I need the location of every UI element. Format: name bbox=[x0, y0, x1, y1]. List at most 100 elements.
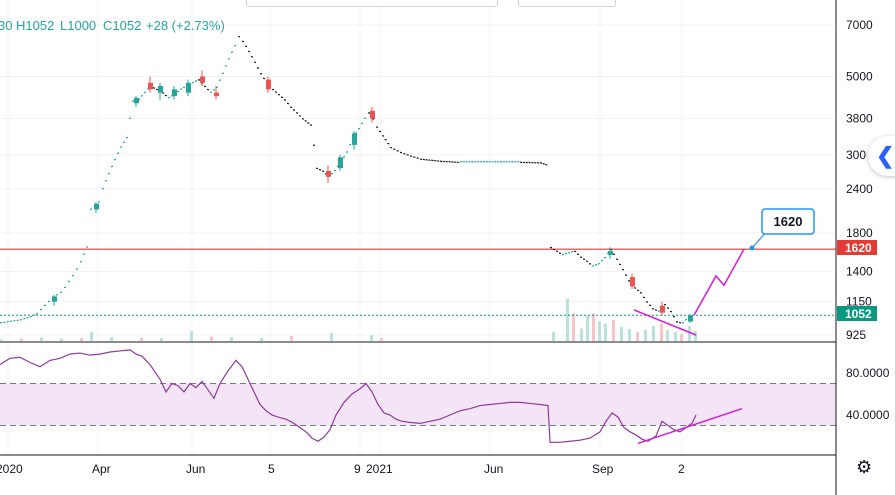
volume-bar bbox=[140, 337, 143, 341]
price-tick bbox=[585, 260, 589, 263]
collapse-panel-button[interactable]: ❮ bbox=[868, 136, 895, 176]
candle-body bbox=[158, 86, 163, 93]
time-tick-label: 2021 bbox=[366, 462, 393, 476]
price-tick bbox=[442, 160, 446, 163]
price-tick bbox=[425, 158, 428, 161]
price-tick bbox=[357, 127, 361, 130]
price-tick bbox=[409, 155, 413, 157]
price-tick bbox=[494, 160, 497, 163]
volume-bar bbox=[680, 334, 683, 341]
price-tick bbox=[191, 81, 195, 84]
price-tick bbox=[227, 58, 231, 60]
price-tick bbox=[82, 253, 86, 256]
price-tick bbox=[416, 157, 419, 160]
price-tick bbox=[321, 170, 325, 173]
time-tick-label: Sep bbox=[592, 462, 614, 476]
price-tick bbox=[75, 268, 79, 270]
price-tick bbox=[422, 158, 426, 161]
price-tick bbox=[262, 77, 266, 80]
price-tick bbox=[6, 320, 9, 323]
close-price-label: 1052 bbox=[845, 307, 872, 321]
ohlc-change: +28 (+2.73%) bbox=[146, 18, 225, 33]
price-tick-label: 5000 bbox=[846, 70, 873, 84]
price-tick bbox=[318, 168, 322, 171]
price-tick bbox=[67, 280, 71, 283]
price-tick bbox=[182, 86, 186, 89]
price-tick bbox=[476, 160, 480, 163]
price-tick bbox=[645, 301, 649, 303]
candle-body bbox=[214, 92, 219, 97]
candle-body bbox=[266, 79, 271, 90]
price-tick bbox=[250, 55, 254, 58]
price-tick bbox=[669, 310, 673, 313]
price-tick bbox=[684, 318, 688, 321]
price-tick bbox=[345, 151, 349, 153]
price-tick bbox=[348, 143, 352, 146]
price-tick bbox=[564, 252, 568, 255]
price-tick bbox=[71, 274, 75, 277]
gear-icon[interactable]: ⚙ bbox=[856, 457, 873, 477]
price-series bbox=[0, 35, 694, 324]
rsi-tick-label: 80.0000 bbox=[846, 366, 890, 380]
time-axis-ticks: 2020 Apr Jun 5 9 2021 Jun Sep 2 bbox=[0, 462, 685, 476]
price-tick bbox=[3, 321, 6, 324]
price-tick bbox=[155, 88, 159, 91]
price-tick bbox=[387, 142, 390, 145]
time-tick-label: 2020 bbox=[0, 462, 23, 476]
price-tick bbox=[233, 44, 237, 47]
price-tick bbox=[516, 160, 520, 163]
price-tick bbox=[295, 112, 299, 114]
price-tick bbox=[462, 160, 466, 163]
price-tick bbox=[209, 91, 213, 94]
volume-bar bbox=[688, 326, 691, 341]
time-tick-label: Jun bbox=[484, 462, 503, 476]
price-tick bbox=[298, 115, 302, 117]
price-tick bbox=[528, 161, 531, 164]
price-tick-label: 7000 bbox=[846, 18, 873, 32]
price-tick bbox=[381, 135, 385, 137]
toolbar-search-box[interactable] bbox=[246, 0, 498, 7]
toolbar-box[interactable] bbox=[518, 0, 616, 7]
price-tick bbox=[164, 94, 168, 97]
price-tick bbox=[406, 154, 409, 156]
price-tick bbox=[39, 308, 43, 311]
price-tick bbox=[396, 150, 399, 152]
candle-body bbox=[608, 251, 613, 255]
price-tick bbox=[588, 262, 592, 265]
ohlc-close: C1052 bbox=[103, 18, 141, 33]
price-tick bbox=[399, 151, 403, 154]
price-tick bbox=[471, 160, 474, 163]
price-tick bbox=[363, 117, 367, 120]
projection-path bbox=[693, 248, 745, 316]
candle-body bbox=[630, 277, 635, 287]
price-tick bbox=[280, 96, 284, 99]
volume-bar bbox=[80, 338, 83, 341]
price-tick bbox=[419, 158, 423, 161]
candle-body bbox=[352, 133, 357, 145]
callout-box[interactable] bbox=[761, 208, 815, 235]
price-tick bbox=[639, 292, 643, 294]
price-tick-label: 1400 bbox=[846, 265, 873, 279]
price-tick bbox=[511, 160, 514, 163]
price-tick-label: 1150 bbox=[846, 295, 872, 309]
price-tick bbox=[603, 256, 607, 259]
time-tick-label: 9 bbox=[354, 462, 361, 476]
volume-bar bbox=[604, 323, 607, 341]
resistance-price-tag bbox=[837, 240, 877, 255]
price-tick-label: 2400 bbox=[846, 182, 873, 196]
volume-bar bbox=[660, 323, 663, 341]
price-tick bbox=[413, 156, 416, 159]
price-tick bbox=[131, 100, 135, 103]
price-tick bbox=[648, 304, 652, 307]
price-tick bbox=[508, 160, 511, 163]
price-tick bbox=[140, 94, 144, 97]
price-tick bbox=[651, 307, 655, 310]
price-tick bbox=[119, 146, 123, 148]
price-tick bbox=[253, 61, 257, 64]
price-tick bbox=[256, 67, 260, 69]
volume-bar bbox=[230, 337, 233, 341]
price-tick bbox=[666, 307, 670, 309]
price-tick bbox=[152, 87, 156, 89]
price-tick bbox=[107, 172, 111, 175]
